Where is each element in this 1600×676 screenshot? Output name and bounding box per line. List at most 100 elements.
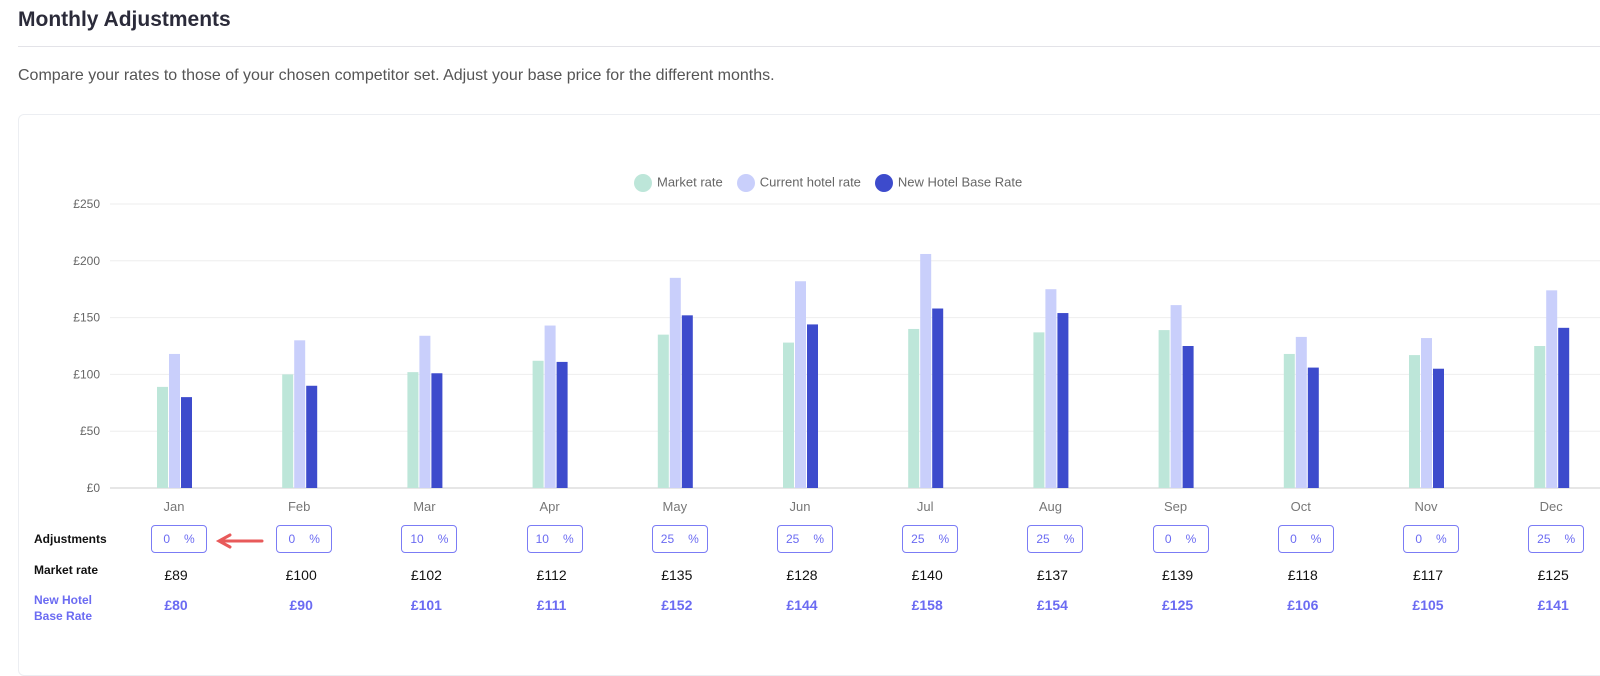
- adjustment-input[interactable]: 0%: [1403, 525, 1459, 553]
- market-rate-value: £125: [1537, 567, 1569, 583]
- bar-current: [294, 340, 306, 488]
- adjustment-input[interactable]: 0%: [276, 525, 333, 553]
- bar-new: [306, 385, 318, 488]
- x-tick-label: Jul: [917, 499, 934, 514]
- bar-market: [1409, 355, 1420, 488]
- percent-sign: %: [437, 532, 449, 546]
- market-rate-value: £140: [911, 567, 943, 583]
- market-rate-value: £100: [285, 567, 317, 583]
- adjustment-input[interactable]: 0%: [1277, 525, 1334, 553]
- bar-market: [657, 334, 669, 488]
- bar-market: [1283, 353, 1295, 488]
- percent-sign: %: [938, 532, 950, 546]
- legend-label: Market rate: [657, 174, 723, 190]
- y-tick-label: £250: [73, 197, 100, 211]
- market-rate-value: £139: [1162, 567, 1194, 583]
- new-rate-value: £125: [1162, 597, 1194, 613]
- bar-new: [1433, 368, 1444, 488]
- x-tick-label: Jan: [164, 499, 185, 514]
- legend-label: New Hotel Base Rate: [897, 174, 1023, 190]
- legend-item-market[interactable]: Market rate: [634, 174, 723, 192]
- bar-current: [1421, 338, 1432, 488]
- new-rate-label: New Hotel Base Rate: [34, 593, 93, 623]
- bar-chart: £0 £50 £100 £150 £200 £250 Jan Feb Mar Apr May Jun J…: [73, 197, 1600, 549]
- percent-sign: %: [813, 532, 825, 546]
- new-rate-value: £152: [661, 597, 693, 613]
- adjustment-input[interactable]: 25%: [1027, 525, 1084, 553]
- new-rate-value: £144: [786, 597, 818, 613]
- x-tick-label: Jun: [790, 499, 811, 514]
- y-tick-label: £150: [73, 311, 100, 325]
- x-tick-label: Feb: [288, 499, 310, 514]
- bar-new: [1057, 313, 1069, 488]
- adjustment-input[interactable]: 25%: [651, 525, 708, 553]
- page-description: Compare your rates to those of your chos…: [18, 67, 775, 84]
- new-rate-value: £141: [1537, 597, 1569, 613]
- percent-sign: %: [1564, 532, 1576, 546]
- adjustment-value: 0: [288, 532, 296, 546]
- new-rate-value: £111: [536, 597, 567, 613]
- bar-new: [431, 373, 443, 488]
- x-tick-label: Nov: [1414, 499, 1438, 514]
- y-tick-label: £50: [80, 424, 100, 438]
- bar-market: [1158, 330, 1170, 488]
- adjustment-input[interactable]: 0%: [1152, 525, 1209, 553]
- bar-market: [282, 374, 294, 488]
- bar-market: [157, 386, 168, 488]
- adjustment-value: 25: [785, 532, 800, 546]
- market-rate-value: £112: [536, 567, 567, 583]
- percent-sign: %: [1436, 532, 1447, 546]
- chart-legend: Market rate Current hotel rate New Hotel…: [634, 174, 1022, 192]
- page-title: Monthly Adjustments: [18, 8, 231, 31]
- adjustment-input[interactable]: 10%: [401, 525, 458, 553]
- market-rate-label: Market rate: [34, 563, 99, 577]
- market-rate-value: £89: [164, 567, 188, 583]
- percent-sign: %: [562, 532, 574, 546]
- market-rate-value: £117: [1412, 567, 1444, 583]
- adjustment-value: 10: [410, 532, 424, 546]
- bar-new: [807, 324, 818, 488]
- x-tick-label: Apr: [539, 499, 560, 514]
- y-tick-label: £0: [87, 481, 101, 495]
- adjustment-value: 25: [660, 532, 675, 546]
- adjustment-input[interactable]: 25%: [777, 525, 833, 553]
- adjustment-value: 0: [163, 532, 170, 546]
- bar-current: [169, 353, 180, 488]
- legend-swatch: [634, 174, 652, 192]
- new-rate-value: £106: [1287, 597, 1319, 613]
- bar-current: [1170, 305, 1182, 488]
- new-rate-value: £80: [164, 597, 188, 613]
- bar-current: [419, 335, 431, 488]
- adjustment-input[interactable]: 10%: [526, 525, 583, 553]
- bar-current: [1546, 290, 1558, 488]
- x-tick-label: Sep: [1164, 499, 1187, 514]
- adjustment-value: 0: [1164, 532, 1172, 546]
- x-tick-label: Aug: [1039, 499, 1062, 514]
- bar-current: [795, 281, 806, 488]
- bar-new: [1307, 367, 1319, 488]
- market-rate-value: £128: [786, 567, 818, 583]
- adjustment-value: 10: [535, 532, 549, 546]
- bar-market: [407, 372, 419, 488]
- bar-current: [1045, 289, 1057, 488]
- x-tick-label: May: [663, 499, 688, 514]
- adjustment-input[interactable]: 25%: [1528, 525, 1585, 553]
- new-rate-value: £101: [410, 597, 442, 613]
- bar-current: [669, 277, 681, 488]
- bar-current: [920, 253, 932, 488]
- adjustment-value: 25: [1036, 532, 1050, 546]
- adjustment-value: 0: [1290, 532, 1297, 546]
- bar-market: [908, 328, 920, 488]
- new-rate-value: £90: [289, 597, 313, 613]
- bar-new: [681, 315, 693, 488]
- legend-item-current[interactable]: Current hotel rate: [736, 174, 861, 192]
- percent-sign: %: [1063, 532, 1075, 546]
- adjustment-input[interactable]: 25%: [902, 525, 959, 553]
- legend-swatch: [736, 174, 755, 192]
- percent-sign: %: [184, 532, 195, 546]
- adjustment-input[interactable]: 0%: [151, 525, 207, 553]
- legend-item-new[interactable]: New Hotel Base Rate: [874, 174, 1023, 192]
- x-tick-label: Oct: [1291, 499, 1312, 514]
- market-rate-value: £137: [1036, 567, 1068, 583]
- market-rate-value: £118: [1287, 567, 1318, 583]
